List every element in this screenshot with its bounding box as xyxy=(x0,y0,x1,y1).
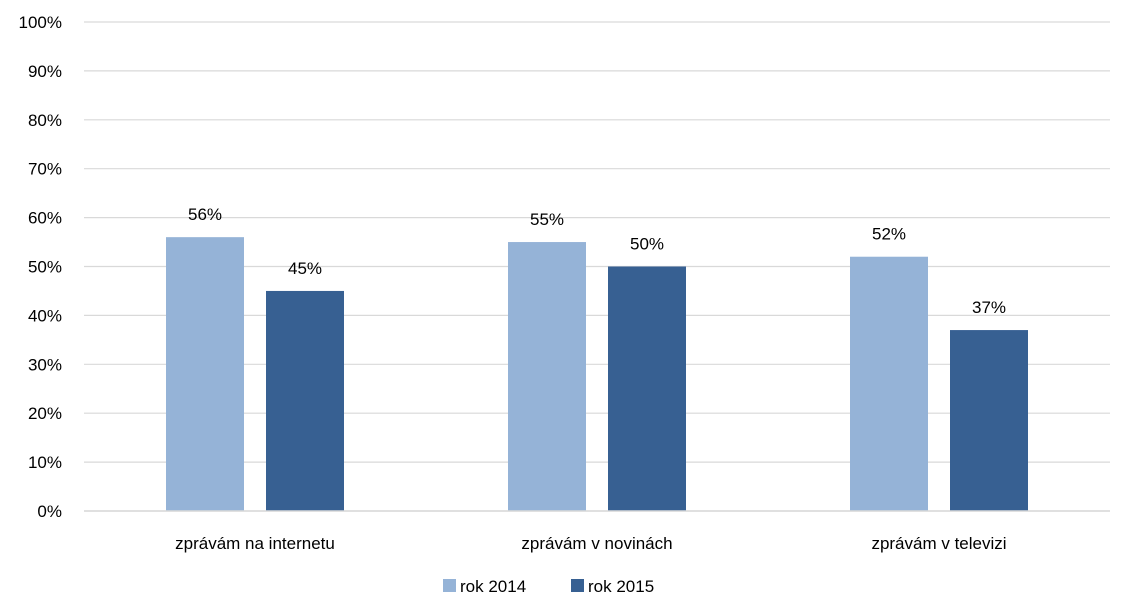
category-label: zprávám na internetu xyxy=(175,534,335,553)
y-tick-label: 60% xyxy=(28,209,62,228)
data-labels: 56% 45% 55% 50% 52% 37% xyxy=(188,205,1006,317)
bar xyxy=(166,237,244,511)
y-tick-label: 20% xyxy=(28,404,62,423)
y-tick-label: 70% xyxy=(28,160,62,179)
x-axis: zprávám na internetu zprávám v novinách zp… xyxy=(84,510,1110,553)
data-label: 37% xyxy=(972,298,1006,317)
gridlines xyxy=(84,21,1110,512)
category-label: zprávám v televizi xyxy=(871,534,1006,553)
y-tick-label: 0% xyxy=(37,502,62,521)
bar xyxy=(950,330,1028,511)
data-label: 50% xyxy=(630,235,664,254)
bars xyxy=(166,237,1028,512)
y-tick-label: 30% xyxy=(28,355,62,374)
y-tick-label: 80% xyxy=(28,111,62,130)
y-tick-label: 40% xyxy=(28,306,62,325)
legend-swatch xyxy=(571,579,584,592)
y-tick-label: 50% xyxy=(28,258,62,277)
bar xyxy=(508,242,586,512)
y-tick-label: 90% xyxy=(28,62,62,81)
legend-label: rok 2015 xyxy=(588,577,654,596)
legend: rok 2014 rok 2015 xyxy=(443,577,654,596)
data-label: 55% xyxy=(530,210,564,229)
legend-swatch xyxy=(443,579,456,592)
bar xyxy=(266,290,344,511)
category-label: zprávám v novinách xyxy=(521,534,672,553)
y-axis: 0% 10% 20% 30% 40% 50% 60% 70% 80% 90% 100% xyxy=(19,13,62,521)
y-tick-label: 10% xyxy=(28,453,62,472)
data-label: 45% xyxy=(288,259,322,278)
y-tick-label: 100% xyxy=(19,13,62,32)
data-label: 56% xyxy=(188,205,222,224)
legend-label: rok 2014 xyxy=(460,577,526,596)
bar xyxy=(850,256,928,511)
bar xyxy=(608,266,686,511)
data-label: 52% xyxy=(872,225,906,244)
